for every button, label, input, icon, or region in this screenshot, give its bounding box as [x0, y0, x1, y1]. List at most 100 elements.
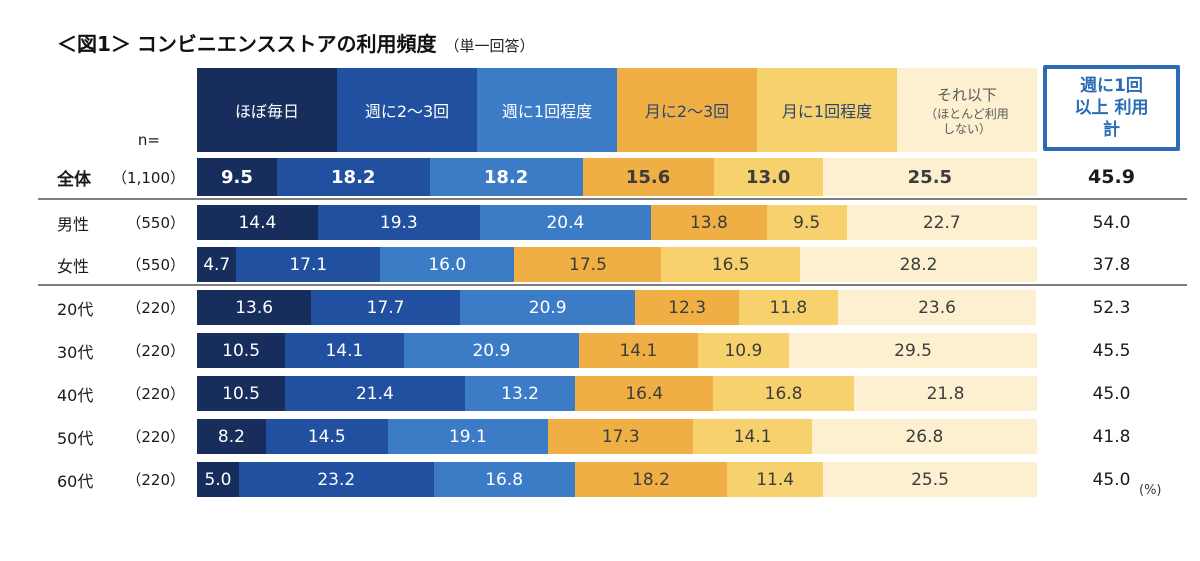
segment-value: 17.5	[569, 254, 607, 275]
bar-segment: 15.6	[582, 158, 714, 196]
row-n-count: （550）	[126, 256, 185, 274]
legend-cell: 月に2〜3回	[617, 68, 757, 152]
legend-sublabel: （ほとんど利用 しない）	[925, 106, 1009, 136]
figure-title-text: コンビニエンスストアの利用頻度	[136, 32, 437, 56]
row-header: 20代 （220）	[0, 296, 185, 320]
legend-label: 週に2〜3回	[364, 102, 450, 121]
bar-segment: 13.0	[713, 158, 823, 196]
segment-value: 10.5	[222, 340, 261, 361]
bar-segment: 21.8	[854, 376, 1037, 411]
segment-value: 20.4	[546, 212, 585, 233]
bar-segment: 13.8	[651, 205, 767, 240]
segment-value: 16.5	[711, 254, 750, 275]
row-n-count: （220）	[126, 299, 185, 317]
legend-cell: 週に1回程度	[477, 68, 617, 152]
row-n-count: （550）	[126, 214, 185, 232]
stacked-bar: 8.2 14.5 19.1 17.3 14.1 26.8	[197, 419, 1037, 454]
bar-segment: 14.1	[579, 333, 698, 368]
row-label: 男性	[57, 214, 90, 234]
legend-label: 月に2〜3回	[644, 102, 730, 121]
n-label: n=	[137, 131, 160, 149]
legend-label: それ以下	[936, 85, 997, 104]
weekly-total-header-label: 週に1回 以上 利用 計	[1074, 75, 1149, 141]
bar-segment: 18.2	[429, 158, 583, 196]
row-header: 60代 （220）	[0, 468, 185, 492]
segment-value: 17.3	[601, 426, 640, 447]
segment-value: 10.9	[724, 340, 763, 361]
row-header: 全体 （1,100）	[0, 165, 185, 190]
row-total: 45.9	[1088, 166, 1135, 188]
bar-segment: 20.9	[403, 333, 580, 368]
segment-value: 11.8	[769, 297, 808, 318]
bar-segment: 28.2	[800, 247, 1037, 282]
bar-segment: 10.9	[697, 333, 790, 368]
bar-segment: 13.2	[464, 376, 576, 411]
segment-value: 21.8	[926, 383, 965, 404]
bar-segment: 25.5	[822, 158, 1037, 196]
bar-segment: 9.5	[197, 158, 277, 196]
table-row: 男性 （550） 14.4 19.3 20.4 13.8 9.5 22.7 54.0	[0, 205, 1200, 240]
segment-value: 4.7	[203, 254, 231, 275]
legend-row: ほぼ毎日 週に2〜3回 週に1回程度 月に2〜3回 月に1回程度 それ以下 （ほとんど利用 …	[197, 68, 1037, 152]
segment-value: 8.2	[217, 426, 245, 447]
stacked-bar: 10.5 21.4 13.2 16.4 16.8 21.8	[197, 376, 1037, 411]
segment-value: 15.6	[625, 166, 671, 188]
bar-segment: 22.7	[846, 205, 1037, 240]
segment-value: 16.8	[764, 383, 803, 404]
segment-value: 13.8	[689, 212, 728, 233]
row-total: 52.3	[1092, 297, 1131, 318]
bar-segment: 14.5	[265, 419, 388, 454]
bar-segment: 4.7	[197, 247, 237, 282]
bar-segment: 14.4	[197, 205, 318, 240]
bar-segment: 21.4	[285, 376, 465, 411]
row-total: 37.8	[1092, 254, 1131, 275]
segment-value: 23.2	[317, 469, 356, 490]
bar-segment: 19.1	[387, 419, 549, 454]
stacked-bar: 13.6 17.7 20.9 12.3 11.8 23.6	[197, 290, 1037, 325]
segment-value: 16.8	[485, 469, 524, 490]
bar-segment: 17.3	[548, 419, 694, 454]
segment-value: 17.7	[366, 297, 405, 318]
row-total: 45.0	[1092, 383, 1131, 404]
row-label: 女性	[57, 256, 90, 276]
bar-segment: 17.5	[514, 247, 662, 282]
table-row: 女性 （550） 4.7 17.1 16.0 17.5 16.5 28.2 37.8	[0, 247, 1200, 282]
segment-value: 16.0	[428, 254, 467, 275]
segment-value: 12.3	[668, 297, 707, 318]
bar-segment: 11.4	[727, 462, 823, 497]
bar-segment: 18.2	[276, 158, 430, 196]
segment-value: 28.2	[899, 254, 938, 275]
table-row: 40代 （220） 10.5 21.4 13.2 16.4 16.8 21.8 45.0	[0, 376, 1200, 411]
segment-value: 16.4	[625, 383, 664, 404]
segment-value: 26.8	[905, 426, 944, 447]
table-row: 50代 （220） 8.2 14.5 19.1 17.3 14.1 26.8 41.8	[0, 419, 1200, 454]
row-header: 40代 （220）	[0, 382, 185, 406]
row-total: 54.0	[1092, 212, 1131, 233]
segment-value: 14.1	[619, 340, 658, 361]
row-total: 41.8	[1092, 426, 1131, 447]
figure-title: ＜図1＞ コンビニエンスストアの利用頻度 （単一回答）	[57, 28, 535, 57]
row-label: 30代	[57, 342, 94, 362]
segment-value: 10.5	[222, 383, 260, 404]
row-label: 20代	[57, 299, 94, 319]
legend-label: 週に1回程度	[501, 102, 593, 121]
legend-label: ほぼ毎日	[234, 102, 299, 121]
table-row: 30代 （220） 10.5 14.1 20.9 14.1 10.9 29.5 45.5	[0, 333, 1200, 368]
row-n-count: （220）	[126, 342, 185, 360]
bar-segment: 26.8	[811, 419, 1037, 454]
segment-value: 18.2	[632, 469, 670, 490]
legend-label: 月に1回程度	[781, 102, 873, 121]
stacked-bar: 5.0 23.2 16.8 18.2 11.4 25.5	[197, 462, 1037, 497]
segment-value: 29.5	[894, 340, 932, 361]
segment-value: 25.5	[907, 166, 953, 188]
row-label: 40代	[57, 385, 94, 405]
segment-value: 20.9	[528, 297, 567, 318]
bar-segment: 25.5	[823, 462, 1037, 497]
bar-segment: 5.0	[197, 462, 239, 497]
segment-value: 20.9	[472, 340, 511, 361]
stacked-bar: 4.7 17.1 16.0 17.5 16.5 28.2	[197, 247, 1037, 282]
separator-line	[38, 284, 1187, 286]
bar-segment: 16.8	[433, 462, 575, 497]
segment-value: 13.0	[745, 166, 791, 188]
table-row: 全体 （1,100） 9.5 18.2 18.2 15.6 13.0 25.5 45.9	[0, 158, 1200, 196]
